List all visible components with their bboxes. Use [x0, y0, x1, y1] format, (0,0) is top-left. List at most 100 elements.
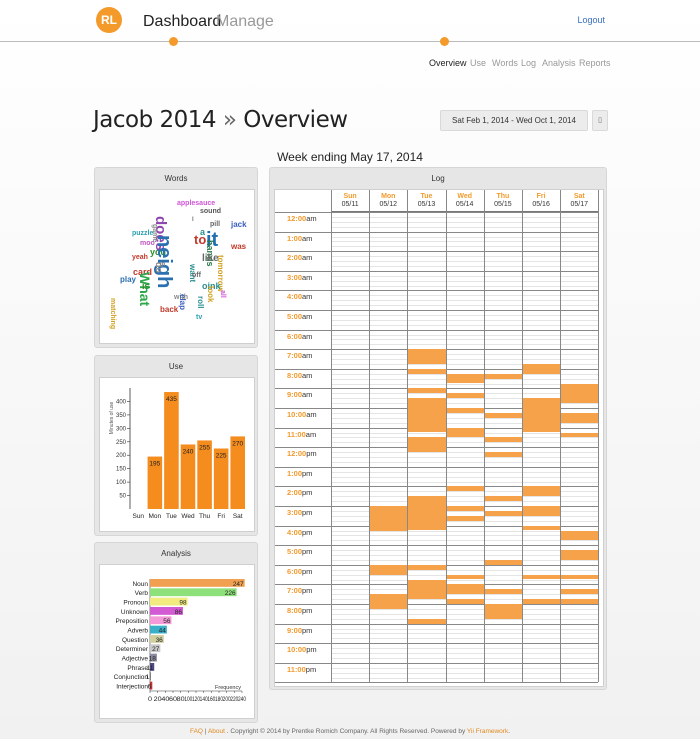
- log-hour-suffix: pm: [302, 488, 313, 498]
- log-hour-suffix: pm: [302, 527, 313, 537]
- use-panel: Use 50 100 150 200 250 300 350 400 Minutes of us…: [94, 355, 258, 536]
- log-activity-block[interactable]: [523, 525, 561, 531]
- log-activity-block[interactable]: [561, 383, 599, 404]
- log-quarter-line: [331, 261, 599, 262]
- word-cloud-word: is: [142, 281, 150, 291]
- nav-manage[interactable]: Manage: [216, 13, 274, 30]
- log-activity-block[interactable]: [523, 486, 561, 497]
- log-activity-block[interactable]: [370, 594, 408, 609]
- log-hour-label: 10:00am: [287, 410, 317, 419]
- footer-faq-link[interactable]: FAQ: [189, 728, 203, 735]
- log-activity-block[interactable]: [370, 564, 408, 575]
- subnav-log[interactable]: Log: [521, 58, 537, 68]
- log-quarter-line: [331, 667, 599, 669]
- log-activity-block[interactable]: [484, 496, 522, 502]
- log-activity-block[interactable]: [484, 437, 522, 443]
- log-hour-divider: [275, 231, 599, 233]
- analysis-chart: Noun 247 Verb 226 Pronoun 98 Unknown 86 Preposit…: [114, 579, 246, 703]
- log-activity-block[interactable]: [484, 589, 522, 595]
- log-activity-block[interactable]: [446, 515, 484, 521]
- log-activity-block[interactable]: [408, 368, 446, 374]
- log-activity-block[interactable]: [446, 486, 484, 492]
- logo[interactable]: RL: [96, 7, 122, 33]
- log-activity-block[interactable]: [561, 432, 599, 438]
- log-activity-block[interactable]: [523, 398, 561, 433]
- log-column-divider: [369, 190, 371, 683]
- logout-link[interactable]: Logout: [577, 15, 605, 25]
- log-activity-block[interactable]: [408, 398, 446, 433]
- log-column-divider: [445, 190, 447, 683]
- use-bar-label: 270: [232, 440, 243, 447]
- word-cloud-word: card: [133, 267, 153, 277]
- log-activity-block[interactable]: [408, 437, 446, 453]
- log-activity-block[interactable]: [561, 599, 599, 604]
- log-activity-block[interactable]: [446, 584, 484, 595]
- log-activity-block[interactable]: [446, 506, 484, 511]
- use-y-tick-label: 250: [116, 440, 127, 446]
- analysis-category-label: Verb: [135, 590, 149, 597]
- log-activity-block[interactable]: [523, 506, 561, 516]
- log-activity-block[interactable]: [446, 408, 484, 413]
- log-hour-label: 4:00am: [287, 292, 312, 301]
- log-activity-block[interactable]: [446, 427, 484, 438]
- use-bar: [197, 440, 212, 509]
- log-activity-block[interactable]: [561, 589, 599, 595]
- use-y-tick-label: 350: [116, 413, 127, 419]
- log-quarter-line: [331, 412, 599, 414]
- log-activity-block[interactable]: [446, 373, 484, 384]
- log-activity-block[interactable]: [561, 412, 599, 423]
- log-activity-block[interactable]: [408, 579, 446, 600]
- footer-about-link[interactable]: About: [207, 728, 225, 735]
- log-activity-block[interactable]: [370, 506, 408, 531]
- log-hour-label: 6:00am: [287, 332, 312, 341]
- log-activity-block[interactable]: [561, 530, 599, 541]
- log-activity-block[interactable]: [446, 393, 484, 399]
- analysis-bar-label: 36: [156, 637, 164, 644]
- log-quarter-line: [331, 613, 599, 615]
- log-activity-block[interactable]: [408, 388, 446, 394]
- footer-framework-link[interactable]: Yii Framework: [466, 728, 509, 735]
- subnav-overview[interactable]: Overview: [429, 58, 467, 68]
- use-category-label: Thu: [199, 513, 211, 520]
- analysis-chart-container: Noun 247 Verb 226 Pronoun 98 Unknown 86 Preposit…: [99, 564, 255, 719]
- analysis-bar: [150, 607, 183, 615]
- use-bar: [230, 436, 245, 509]
- log-activity-block[interactable]: [484, 452, 522, 457]
- log-quarter-line: [331, 672, 599, 674]
- log-activity-block[interactable]: [484, 373, 522, 379]
- log-activity-block[interactable]: [408, 564, 446, 570]
- subnav-words[interactable]: Words: [492, 58, 518, 68]
- log-activity-block[interactable]: [408, 496, 446, 531]
- log-column-divider: [331, 190, 332, 683]
- log-activity-block[interactable]: [523, 599, 561, 604]
- subnav-reports[interactable]: Reports: [579, 58, 611, 68]
- nav-dashboard[interactable]: Dashboard: [143, 13, 222, 30]
- log-activity-block[interactable]: [408, 349, 446, 364]
- log-activity-block[interactable]: [446, 599, 484, 604]
- log-activity-block[interactable]: [523, 363, 561, 374]
- use-panel-title: Use: [168, 362, 184, 371]
- words-panel-title: Words: [164, 174, 188, 183]
- log-quarter-line: [331, 437, 599, 439]
- word-cloud-word: roll: [196, 296, 205, 309]
- log-activity-block[interactable]: [484, 559, 522, 565]
- log-activity-block[interactable]: [561, 574, 599, 580]
- subnav-analysis[interactable]: Analysis: [542, 58, 576, 68]
- log-day-header: Sun 05/11: [331, 193, 369, 209]
- log-activity-block[interactable]: [484, 412, 522, 418]
- log-activity-block[interactable]: [561, 550, 599, 560]
- log-quarter-line: [331, 216, 599, 218]
- log-activity-block[interactable]: [484, 510, 522, 516]
- export-button[interactable]: ▯: [592, 110, 608, 131]
- log-activity-block[interactable]: [484, 604, 522, 619]
- log-activity-block[interactable]: [446, 574, 484, 580]
- log-activity-block[interactable]: [523, 574, 561, 580]
- date-range-picker[interactable]: Sat Feb 1, 2014 - Wed Oct 1, 2014: [440, 110, 588, 131]
- subnav-use[interactable]: Use: [470, 58, 487, 68]
- word-cloud-word: you: [150, 247, 167, 257]
- log-activity-block[interactable]: [408, 618, 446, 624]
- log-hour-divider: [275, 290, 599, 292]
- footer-separator: |: [204, 728, 207, 735]
- log-hour-time: 6:00: [287, 331, 303, 341]
